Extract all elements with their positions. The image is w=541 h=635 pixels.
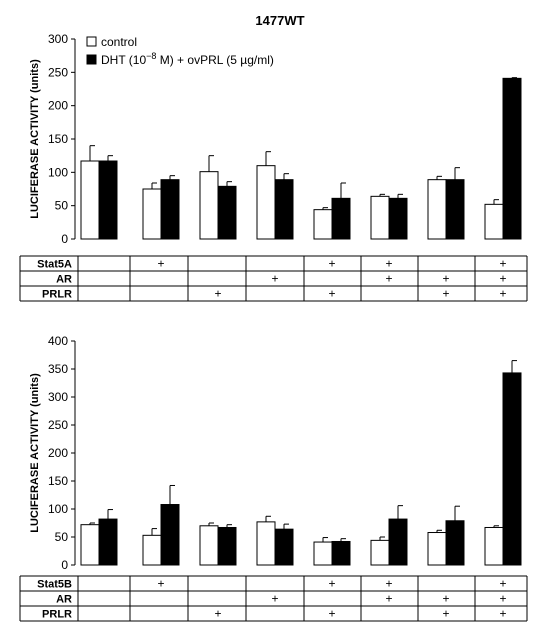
condition-label: AR — [56, 594, 72, 606]
y-tick-label: 150 — [48, 474, 68, 488]
condition-mark: + — [442, 272, 449, 286]
bar-treated — [160, 504, 180, 566]
condition-mark: + — [442, 287, 449, 301]
y-tick-label: 200 — [48, 446, 68, 460]
bar-control — [370, 539, 390, 566]
condition-mark: + — [385, 592, 392, 606]
condition-mark: + — [499, 577, 506, 591]
y-tick-label: 250 — [48, 418, 68, 432]
bar-control — [427, 179, 447, 240]
y-axis-label: LUCIFERASE ACTIVITY (units) — [29, 59, 41, 219]
y-tick-label: 400 — [48, 334, 68, 348]
condition-mark: + — [271, 592, 278, 606]
bar-treated — [388, 197, 408, 240]
chart-title: 1477WT — [255, 13, 304, 28]
y-tick-label: 100 — [48, 502, 68, 516]
y-tick-label: 100 — [48, 165, 68, 179]
bar-treated — [274, 179, 294, 240]
y-tick-label: 50 — [55, 530, 69, 544]
y-tick-label: 300 — [48, 390, 68, 404]
y-tick-label: 350 — [48, 362, 68, 376]
y-tick-label: 0 — [61, 558, 68, 572]
bar-treated — [217, 526, 237, 566]
top-panel: 0 50 100 150 200 250 300 LUCIFERASE ACTIVITY (u… — [19, 32, 528, 302]
bar-control — [313, 209, 333, 240]
legend-label-control: control — [101, 35, 137, 49]
bar-control — [313, 541, 333, 566]
condition-label: Stat5A — [37, 259, 72, 271]
y-tick-label: 250 — [48, 65, 68, 79]
condition-mark: + — [214, 607, 221, 621]
condition-mark: + — [499, 257, 506, 271]
bar-treated — [331, 197, 351, 240]
bar-control — [427, 532, 447, 566]
condition-label: Stat5B — [37, 579, 72, 591]
condition-mark: + — [499, 592, 506, 606]
bar-control — [256, 521, 276, 566]
bar-treated — [217, 185, 237, 240]
condition-mark: + — [499, 272, 506, 286]
bar-treated — [502, 77, 522, 240]
legend-swatch-control — [86, 36, 97, 47]
condition-mark: + — [328, 287, 335, 301]
condition-mark: + — [442, 607, 449, 621]
bar-treated — [160, 179, 180, 240]
legend-label-treated: DHT (10−8 M) + ovPRL (5 µg/ml) — [101, 51, 274, 67]
condition-mark: + — [385, 577, 392, 591]
legend: control DHT (10−8 M) + ovPRL (5 µg/ml) — [86, 35, 274, 67]
bar-treated — [98, 160, 118, 240]
condition-mark: + — [328, 257, 335, 271]
y-tick-label: 0 — [61, 232, 68, 246]
bar-treated — [388, 518, 408, 566]
y-tick-label: 150 — [48, 132, 68, 146]
bar-treated — [331, 540, 351, 566]
bottom-panel: 0 50 100 150 200 250 300 350 400 LUCIFERASE ACTIV… — [19, 334, 528, 622]
bar-control — [142, 534, 162, 566]
condition-label: PRLR — [42, 609, 72, 621]
bar-treated — [274, 528, 294, 566]
legend-label-treated-exponent: −8 — [146, 51, 156, 61]
legend-label-treated-prefix: DHT (10 — [101, 53, 146, 67]
condition-mark: + — [442, 592, 449, 606]
condition-mark: + — [499, 287, 506, 301]
condition-mark: + — [214, 287, 221, 301]
condition-mark: + — [271, 272, 278, 286]
bar-control — [370, 195, 390, 240]
bar-control — [142, 188, 162, 240]
bar-control — [80, 524, 100, 566]
bar-control — [484, 203, 504, 240]
y-tick-label: 300 — [48, 32, 68, 46]
bar-treated — [445, 179, 465, 240]
bar-control — [80, 160, 100, 240]
bar-control — [484, 526, 504, 566]
bar-treated — [502, 372, 522, 566]
bar-control — [199, 171, 219, 240]
y-tick-label: 50 — [55, 199, 69, 213]
condition-label: AR — [56, 274, 72, 286]
bar-treated — [98, 518, 118, 566]
legend-swatch-treated — [86, 54, 97, 65]
bar-control — [256, 165, 276, 240]
condition-mark: + — [499, 607, 506, 621]
condition-mark: + — [157, 577, 164, 591]
legend-label-treated-suffix: M) + ovPRL (5 µg/ml) — [156, 53, 274, 67]
condition-mark: + — [328, 577, 335, 591]
condition-mark: + — [157, 257, 164, 271]
condition-mark: + — [385, 272, 392, 286]
condition-mark: + — [385, 257, 392, 271]
condition-mark: + — [328, 607, 335, 621]
y-tick-label: 200 — [48, 99, 68, 113]
y-axis-label: LUCIFERASE ACTIVITY (units) — [29, 373, 41, 533]
bar-treated — [445, 520, 465, 566]
condition-label: PRLR — [42, 289, 72, 301]
bar-control — [199, 525, 219, 566]
